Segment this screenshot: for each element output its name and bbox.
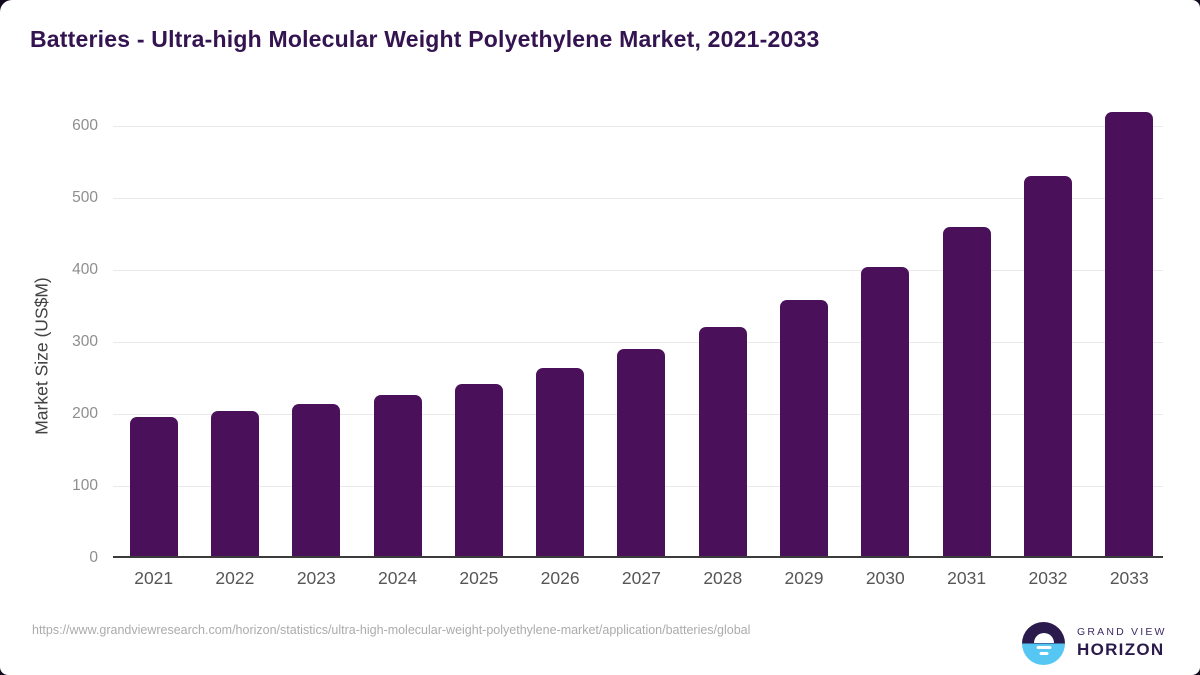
x-tick-label: 2025 [459, 568, 499, 588]
horizon-sun-icon [1022, 621, 1065, 665]
y-tick-label: 100 [72, 476, 98, 494]
gridline-y500 [113, 198, 1163, 199]
x-tick-label: 2027 [621, 568, 661, 588]
x-tick-label: 2026 [540, 568, 580, 588]
x-axis-line [113, 556, 1163, 558]
bar-2032[interactable] [1024, 175, 1072, 558]
bar-2025[interactable] [454, 383, 503, 558]
x-tick-label: 2029 [784, 568, 824, 588]
x-tick-label: 2032 [1028, 568, 1068, 588]
bar-2021[interactable] [129, 416, 178, 558]
brand-name-top: GRAND VIEW [1077, 626, 1167, 638]
sun-dome-shape [1033, 633, 1054, 643]
y-tick-label: 200 [72, 404, 98, 422]
x-tick-label: 2023 [296, 568, 336, 588]
gridline-y300 [113, 341, 1163, 343]
brand-name-bottom: HORIZON [1077, 640, 1165, 659]
reflection-dash [1036, 645, 1051, 649]
bar-2033[interactable] [1105, 111, 1154, 558]
reflection-dash [1039, 651, 1048, 655]
brand-text: GRAND VIEW HORIZON [1077, 626, 1167, 660]
bar-2030[interactable] [861, 267, 910, 558]
bar-2031[interactable] [942, 226, 991, 558]
x-tick-label: 2031 [947, 568, 987, 588]
bar-2028[interactable] [698, 327, 747, 558]
y-tick-label: 500 [72, 189, 98, 206]
y-tick-label: 300 [72, 332, 98, 350]
bar-2029[interactable] [780, 300, 828, 558]
y-tick-label: 600 [72, 117, 98, 135]
bar-2026[interactable] [536, 368, 585, 558]
bar-2023[interactable] [292, 403, 341, 558]
source-url: https://www.grandviewresearch.com/horizo… [32, 623, 751, 637]
gridline-y400 [113, 269, 1163, 271]
brand-logo: GRAND VIEW HORIZON [1022, 621, 1167, 665]
page-title: Batteries - Ultra-high Molecular Weight … [30, 26, 820, 52]
x-tick-label: 2024 [378, 568, 417, 588]
gridline-y600 [113, 126, 1163, 128]
x-tick-label: 2030 [865, 568, 905, 588]
x-tick-label: 2021 [134, 568, 174, 588]
x-tick-label: 2028 [703, 568, 743, 588]
bar-2024[interactable] [373, 395, 422, 558]
bar-2022[interactable] [210, 410, 259, 558]
y-tick-label: 0 [89, 548, 98, 566]
x-tick-label: 2033 [1109, 568, 1149, 588]
bar-2027[interactable] [617, 349, 666, 558]
y-tick-label: 400 [72, 260, 98, 278]
x-tick-label: 2022 [215, 568, 255, 588]
